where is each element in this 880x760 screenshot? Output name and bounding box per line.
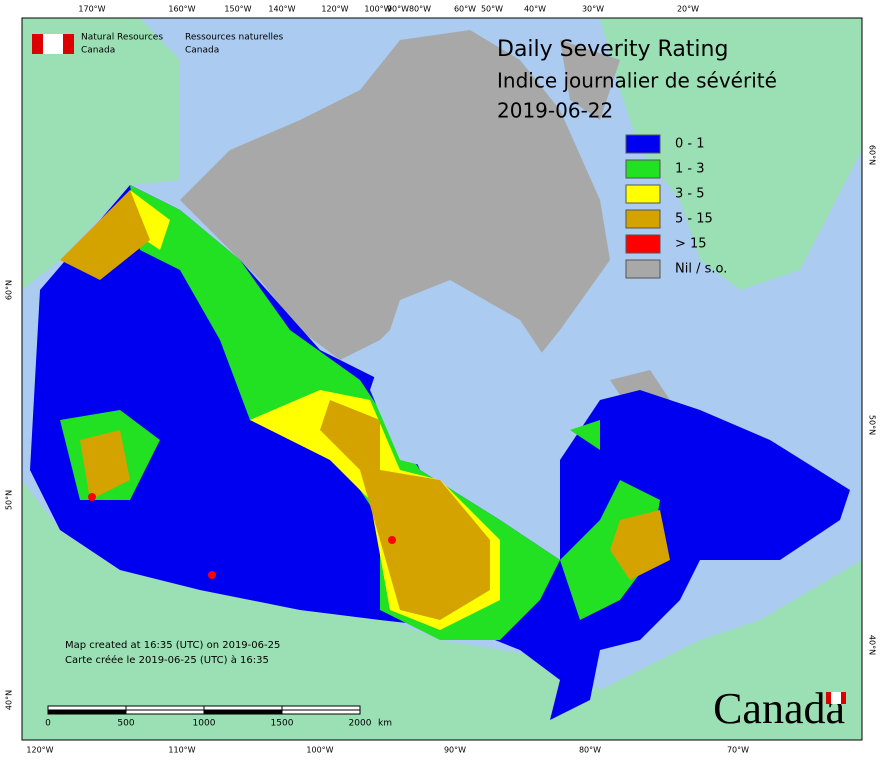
graticule-label: 80°W <box>409 5 431 14</box>
graticule-label: 80°W <box>579 746 601 755</box>
graticule-label: 20°W <box>677 5 699 14</box>
graticule-label: 70°W <box>727 746 749 755</box>
agency: Ressources naturelles <box>185 33 284 43</box>
scale-segment <box>125 709 205 715</box>
legend-label: 1 - 3 <box>675 162 705 177</box>
graticule-label: 50°W <box>481 5 503 14</box>
title: Daily Severity Rating <box>497 37 728 62</box>
scale-segment <box>125 705 205 711</box>
graticule-label: 100°W <box>306 746 333 755</box>
title: Indice journalier de sévérité <box>497 69 777 93</box>
scale-label: 1500 <box>271 719 294 729</box>
legend-swatch <box>625 234 661 254</box>
usa <box>22 480 862 740</box>
graticule-label: 90°W <box>444 746 466 755</box>
scale-label: 0 <box>45 719 51 729</box>
scale-segment <box>47 705 127 711</box>
graticule-label: 120°W <box>321 5 348 14</box>
graticule-label: 150°W <box>224 5 251 14</box>
legend-swatch <box>625 134 661 154</box>
scale-segment <box>203 709 283 715</box>
scale-segment <box>203 705 283 711</box>
scale-label: 2000 <box>349 719 372 729</box>
graticule-label: 60°W <box>454 5 476 14</box>
scale-unit: km <box>378 719 392 729</box>
date: 2019-06-22 <box>497 99 613 123</box>
flag-white <box>43 34 63 54</box>
scale-segment <box>47 709 127 715</box>
greenland <box>600 18 862 290</box>
scale-label: 500 <box>117 719 134 729</box>
graticule-label: 30°W <box>582 5 604 14</box>
agency: Canada <box>81 46 115 56</box>
wordmark: Canada <box>713 684 845 733</box>
scale-label: 1000 <box>193 719 216 729</box>
dsr-5-15 <box>60 190 670 620</box>
credit: Carte créée le 2019-06-25 (UTC) à 16:35 <box>65 654 269 666</box>
legend-label: > 15 <box>675 237 707 252</box>
agency: Natural Resources <box>81 33 163 43</box>
graticule-label: 40°W <box>524 5 546 14</box>
credit: Map created at 16:35 (UTC) on 2019-06-25 <box>65 640 280 651</box>
scale-segment <box>281 709 361 715</box>
graticule-label: 60°N <box>868 145 877 165</box>
legend-label: 3 - 5 <box>675 187 705 202</box>
hudson-bay <box>370 280 560 480</box>
legend-swatch <box>625 184 661 204</box>
map-frame <box>21 17 863 741</box>
graticule-label: 90°W <box>387 5 409 14</box>
graticule-label: 140°W <box>268 5 295 14</box>
graticule-label: 110°W <box>168 746 195 755</box>
wordmark-flag-white <box>831 692 841 704</box>
graticule-label: 100°W <box>364 5 391 14</box>
agency: Canada <box>185 46 219 56</box>
legend-swatch <box>625 159 661 179</box>
graticule-label: 40°N <box>5 690 14 710</box>
legend-label: 5 - 15 <box>675 212 713 227</box>
legend-label: 0 - 1 <box>675 137 705 152</box>
graticule-label: 50°N <box>5 490 14 510</box>
graticule-label: 160°W <box>168 5 195 14</box>
alaska <box>22 18 180 290</box>
graticule-label: 120°W <box>26 746 53 755</box>
dsr-over-15 <box>88 493 396 579</box>
legend-swatch <box>625 259 661 279</box>
graticule-label: 60°N <box>5 280 14 300</box>
graticule-label: 170°W <box>78 5 105 14</box>
graticule-label: 50°N <box>868 415 877 435</box>
graticule-label: 40°N <box>868 635 877 655</box>
legend-label: Nil / s.o. <box>675 262 727 277</box>
arctic-islands <box>180 30 670 410</box>
scale-segment <box>281 705 361 711</box>
legend-swatch <box>625 209 661 229</box>
